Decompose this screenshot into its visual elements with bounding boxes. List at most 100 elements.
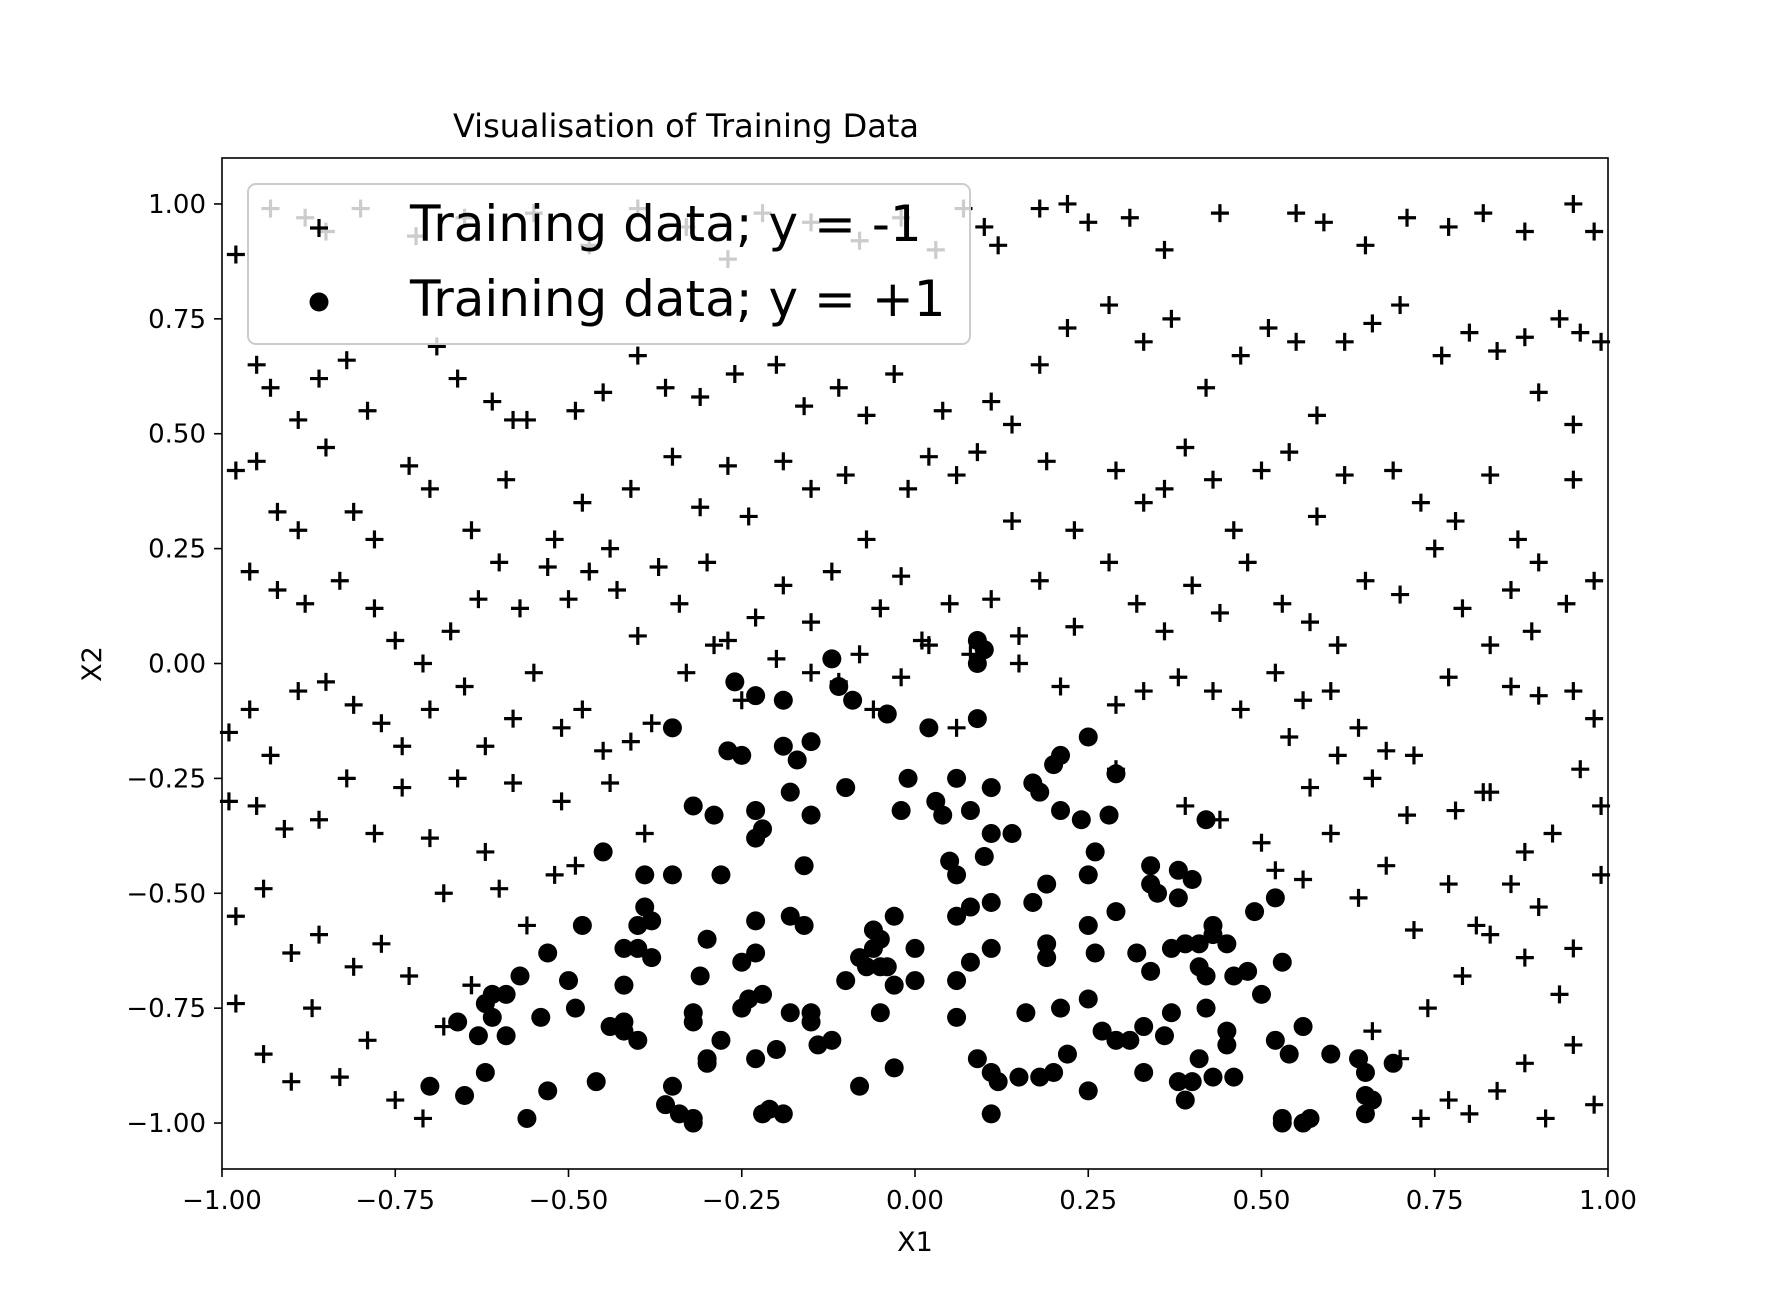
data-point-minus-one	[989, 236, 1008, 255]
data-point-minus-one	[1106, 461, 1125, 480]
data-point-plus-one	[593, 842, 613, 862]
data-point-minus-one	[372, 714, 391, 733]
y-tick-label: −0.25	[126, 764, 206, 794]
data-point-plus-one	[614, 938, 634, 958]
data-point-minus-one	[1501, 875, 1520, 894]
data-point-plus-one	[1030, 782, 1050, 802]
data-point-plus-one	[1217, 934, 1237, 954]
data-point-minus-one	[462, 521, 481, 540]
data-point-minus-one	[1425, 539, 1444, 558]
x-tick-label: 0.25	[1059, 1186, 1117, 1216]
data-point-plus-one	[1051, 745, 1071, 765]
data-point-plus-one	[468, 1026, 488, 1046]
data-point-plus-one	[960, 801, 980, 821]
legend-label-plus-one: Training data; y = +1	[409, 270, 946, 328]
data-point-plus-one	[559, 971, 578, 991]
data-point-minus-one	[1162, 309, 1181, 328]
data-point-minus-one	[1155, 240, 1174, 259]
data-point-minus-one	[316, 672, 335, 691]
data-point-minus-one	[365, 599, 384, 618]
data-point-minus-one	[1467, 916, 1486, 935]
data-point-minus-one	[1328, 636, 1347, 655]
data-point-minus-one	[871, 599, 890, 618]
data-point-plus-one	[1245, 902, 1265, 922]
data-point-plus-one	[1224, 1067, 1244, 1087]
data-point-minus-one	[774, 452, 793, 471]
data-point-plus-one	[697, 1053, 717, 1073]
data-point-minus-one	[1432, 346, 1451, 365]
data-point-minus-one	[1335, 466, 1354, 485]
data-point-plus-one	[746, 801, 766, 821]
data-point-minus-one	[1515, 842, 1534, 861]
data-point-minus-one	[1003, 415, 1022, 434]
data-point-minus-one	[899, 479, 918, 498]
data-point-minus-one	[289, 521, 308, 540]
data-point-plus-one	[614, 1021, 634, 1041]
data-point-plus-one	[1002, 824, 1022, 844]
data-point-plus-one	[683, 1012, 703, 1032]
data-point-minus-one	[718, 456, 737, 475]
data-point-plus-one	[1148, 883, 1168, 903]
data-point-minus-one	[1585, 222, 1604, 241]
data-point-plus-one	[794, 856, 814, 876]
data-point-plus-one	[746, 1049, 766, 1069]
data-point-minus-one	[1446, 801, 1465, 820]
data-point-minus-one	[1585, 571, 1604, 590]
data-point-minus-one	[413, 1109, 432, 1128]
data-point-minus-one	[386, 1091, 405, 1110]
data-point-plus-one	[475, 1062, 495, 1082]
data-point-minus-one	[1439, 668, 1458, 687]
data-point-plus-one	[766, 1040, 786, 1060]
data-point-minus-one	[933, 401, 952, 420]
data-point-minus-one	[282, 944, 301, 963]
data-point-plus-one	[656, 1095, 676, 1115]
data-point-plus-one	[482, 1007, 502, 1027]
data-point-plus-one	[780, 906, 800, 926]
data-point-plus-one	[1238, 961, 1258, 981]
data-point-plus-one	[967, 709, 987, 729]
data-point-minus-one	[573, 700, 592, 719]
data-point-minus-one	[1280, 443, 1299, 462]
data-point-minus-one	[1210, 204, 1229, 223]
data-point-plus-one	[960, 952, 980, 972]
data-point-minus-one	[705, 636, 724, 655]
data-point-plus-one	[565, 998, 585, 1018]
data-point-minus-one	[1411, 1109, 1430, 1128]
data-point-minus-one	[1169, 668, 1188, 687]
legend-label-minus-one: Training data; y = -1	[409, 195, 922, 253]
data-point-minus-one	[303, 999, 322, 1018]
data-point-minus-one	[413, 654, 432, 673]
data-point-minus-one	[240, 700, 259, 719]
data-point-plus-one	[967, 654, 987, 673]
data-point-minus-one	[268, 580, 287, 599]
data-point-minus-one	[1550, 309, 1569, 328]
data-point-minus-one	[316, 438, 335, 457]
data-point-plus-one	[538, 1081, 558, 1101]
data-point-minus-one	[1266, 663, 1285, 682]
data-point-minus-one	[628, 346, 647, 365]
data-point-plus-one	[683, 1113, 703, 1133]
data-point-minus-one	[1030, 571, 1049, 590]
data-point-plus-one	[856, 957, 876, 977]
data-point-plus-one	[1189, 934, 1209, 954]
data-point-minus-one	[1238, 553, 1257, 572]
data-point-plus-one	[773, 1104, 793, 1124]
data-point-minus-one	[1301, 778, 1320, 797]
data-point-plus-one	[1078, 865, 1098, 885]
data-point-minus-one	[261, 378, 280, 397]
data-point-plus-one	[947, 906, 967, 926]
data-point-minus-one	[1307, 406, 1326, 425]
data-point-plus-one	[1252, 984, 1271, 1004]
data-point-plus-one	[455, 1085, 475, 1105]
data-point-minus-one	[1418, 999, 1437, 1018]
data-point-minus-one	[1009, 626, 1028, 645]
data-point-plus-one	[1106, 764, 1126, 784]
x-tick-label: −0.25	[702, 1186, 782, 1216]
data-point-plus-one	[1279, 1044, 1299, 1064]
data-point-minus-one	[1252, 461, 1271, 480]
data-point-plus-one	[1265, 888, 1285, 908]
data-point-plus-one	[1037, 874, 1057, 894]
data-point-minus-one	[1363, 769, 1382, 788]
data-point-minus-one	[1529, 898, 1548, 917]
data-point-minus-one	[400, 456, 419, 475]
